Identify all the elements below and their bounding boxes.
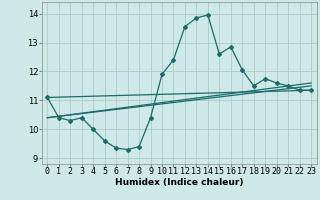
X-axis label: Humidex (Indice chaleur): Humidex (Indice chaleur) bbox=[115, 178, 244, 187]
